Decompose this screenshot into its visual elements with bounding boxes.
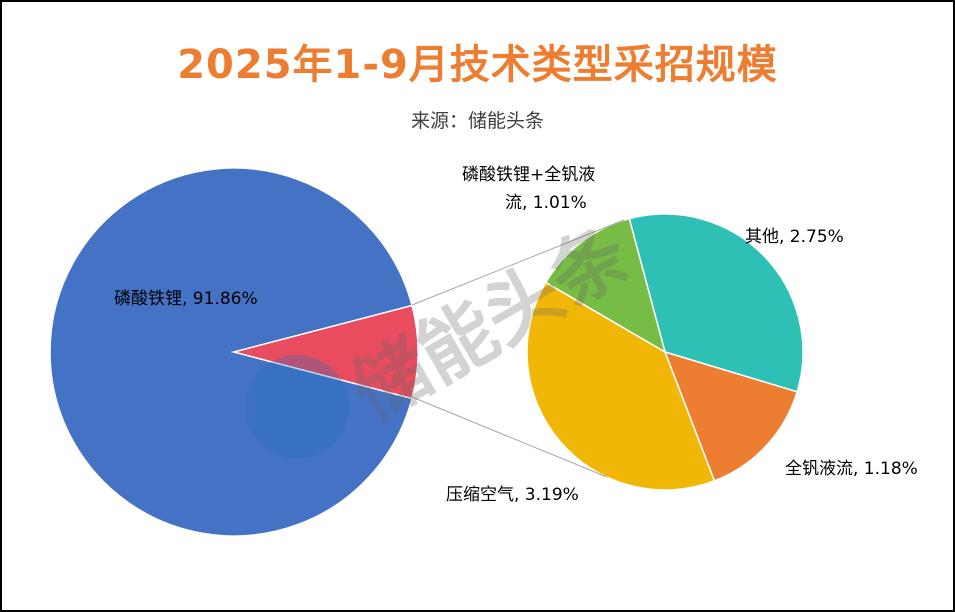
pie-slice-lfp bbox=[49, 167, 413, 537]
label-vanadium: 全钒液流, 1.18% bbox=[785, 459, 918, 479]
chart-subtitle: 来源：储能头条 bbox=[410, 110, 544, 132]
pie-slice-vanadium bbox=[663, 350, 799, 482]
connector-line-top bbox=[411, 219, 625, 306]
label-lfp-vanadium-line2: 流, 1.01% bbox=[505, 193, 587, 213]
chart-title: 2025年1-9月技术类型采招规模 bbox=[177, 42, 778, 88]
label-compressed-air: 压缩空气, 3.19% bbox=[446, 485, 579, 505]
connector-line-bottom bbox=[411, 396, 608, 478]
pie-slice-compressed-air bbox=[526, 281, 716, 491]
label-lfp-vanadium-line1: 磷酸铁锂+全钒液 bbox=[462, 165, 595, 185]
pie-slice-other bbox=[628, 213, 804, 393]
watermark-logo bbox=[245, 355, 349, 459]
label-lfp: 磷酸铁锂, 91.86% bbox=[114, 289, 258, 309]
label-other: 其他, 2.75% bbox=[745, 227, 844, 247]
